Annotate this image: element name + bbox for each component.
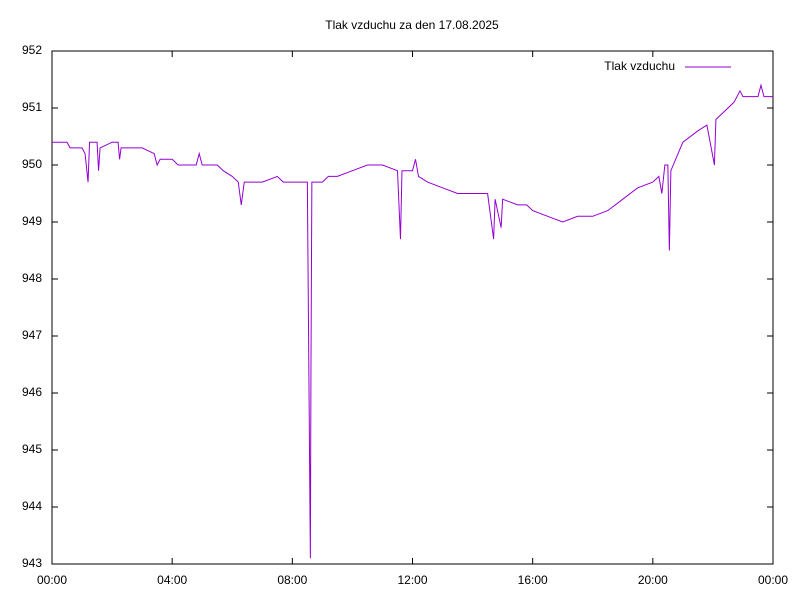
chart-title: Tlak vzduchu za den 17.08.2025 <box>325 18 499 32</box>
data-line <box>52 83 773 559</box>
y-tick-label: 951 <box>22 100 42 114</box>
y-tick-label: 947 <box>22 328 42 342</box>
y-tick-label: 944 <box>22 499 42 513</box>
x-tick-label: 16:00 <box>518 573 548 587</box>
y-tick-label: 949 <box>22 214 42 228</box>
y-tick-label: 943 <box>22 556 42 570</box>
x-tick-label: 20:00 <box>638 573 668 587</box>
x-tick-label: 00:00 <box>37 573 67 587</box>
y-tick-label: 950 <box>22 157 42 171</box>
y-tick-label: 948 <box>22 271 42 285</box>
x-tick-label: 12:00 <box>397 573 427 587</box>
y-tick-label: 946 <box>22 385 42 399</box>
x-tick-label: 00:00 <box>758 573 788 587</box>
y-tick-label: 945 <box>22 442 42 456</box>
y-tick-label: 952 <box>22 43 42 57</box>
x-tick-label: 08:00 <box>277 573 307 587</box>
legend-label: Tlak vzduchu <box>604 59 675 73</box>
x-tick-label: 04:00 <box>157 573 187 587</box>
